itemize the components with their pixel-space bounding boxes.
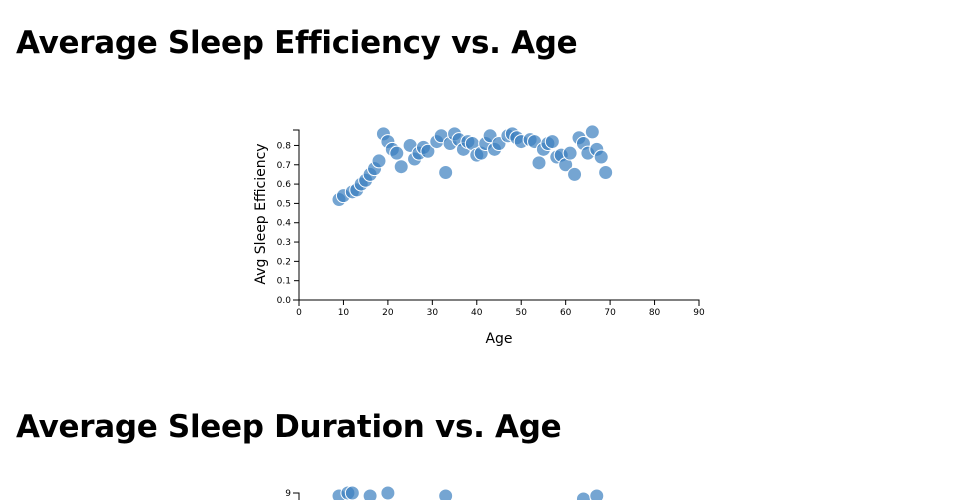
y-tick-label: 0.8 [277,141,292,151]
x-tick-label: 20 [382,308,394,318]
data-point [389,145,405,161]
data-point [371,153,387,169]
chart-title-sleep-efficiency: Average Sleep Efficiency vs. Age [16,25,578,61]
data-point [362,488,378,500]
data-point [438,165,454,180]
y-tick-label: 0.1 [277,277,291,287]
data-point [575,491,591,500]
chart-title-sleep-duration: Average Sleep Duration vs. Age [16,409,562,445]
x-tick-label: 80 [649,308,661,318]
x-tick-label: 50 [515,308,527,318]
data-point [562,145,578,161]
y-axis-line [293,492,300,500]
y-tick-label: 9 [285,489,291,499]
y-tick-label: 0.7 [277,161,291,171]
x-tick-label: 10 [338,308,350,318]
y-tick-label: 0.2 [277,257,291,267]
y-tick-label: 0.4 [277,219,292,229]
x-tick-label: 60 [560,308,572,318]
data-point [544,134,560,150]
y-axis-label: Avg Sleep Efficiency [253,143,269,284]
data-point [598,165,614,180]
x-axis-label: Age [485,331,512,347]
y-tick-label: 0.0 [277,296,292,306]
data-point [567,166,583,182]
data-point [344,485,360,500]
y-tick-label: 0.5 [277,199,291,209]
data-point [438,488,454,500]
data-point [531,155,547,171]
data-point [593,149,609,165]
x-tick-label: 70 [604,308,616,318]
x-tick-label: 90 [693,308,705,318]
data-point [380,485,396,500]
x-tick-label: 40 [471,308,483,318]
x-tick-label: 0 [296,308,302,318]
y-tick-label: 0.6 [277,180,292,190]
data-point [584,124,600,140]
y-tick-label: 0.3 [277,238,291,248]
data-point [420,143,436,159]
data-point [393,159,409,175]
data-point [589,488,605,500]
x-tick-label: 30 [427,308,439,318]
sleep-efficiency-scatter-chart: 0 10 20 30 40 50 60 70 80 90 0.0 0.1 0.2 0.3 0.4 0.5 0.6… [253,124,705,347]
